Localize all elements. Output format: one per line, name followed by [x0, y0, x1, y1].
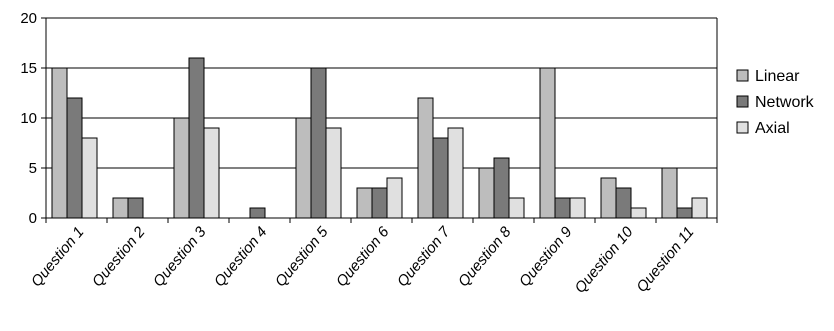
y-tick-label: 5 [29, 160, 37, 177]
y-tick-label: 15 [20, 60, 37, 77]
bar-axial-10 [630, 207, 647, 219]
bar-network-11 [676, 207, 693, 219]
y-tick-label: 10 [20, 110, 37, 127]
bar-network-9 [554, 197, 571, 219]
bar-network-7 [432, 137, 449, 219]
bar-network-4 [249, 207, 266, 219]
legend-swatch-linear [736, 69, 749, 82]
bar-linear-1 [51, 67, 68, 219]
gridlines [46, 17, 717, 169]
bar-axial-11 [691, 197, 708, 219]
legend-label-network: Network [755, 94, 815, 111]
bar-linear-2 [112, 197, 129, 219]
bar-axial-8 [508, 197, 525, 219]
bar-network-10 [615, 187, 632, 219]
bar-linear-9 [539, 67, 556, 219]
bar-linear-7 [417, 97, 434, 219]
bar-network-5 [310, 67, 327, 219]
x-tick-label: Question 9 [516, 223, 576, 290]
x-tick-label: Question 3 [150, 223, 210, 290]
bar-network-8 [493, 157, 510, 219]
x-tick-label: Question 11 [633, 224, 697, 296]
bar-network-6 [371, 187, 388, 219]
x-tick-label: Question 7 [394, 223, 454, 290]
bar-linear-5 [295, 117, 312, 219]
y-tick-label: 0 [29, 210, 37, 227]
bar-axial-7 [447, 127, 464, 219]
bar-linear-10 [600, 177, 617, 219]
bar-axial-3 [203, 127, 220, 219]
bar-axial-6 [386, 177, 403, 219]
bar-axial-5 [325, 127, 342, 219]
y-tick-label: 20 [20, 10, 37, 27]
x-tick-label: Question 6 [333, 223, 393, 290]
legend-swatch-axial [736, 121, 749, 134]
bar-linear-3 [173, 117, 190, 219]
x-tick-label: Question 1 [28, 224, 88, 291]
bar-axial-1 [81, 137, 98, 219]
bar-axial-9 [569, 197, 586, 219]
legend-swatch-network [736, 95, 749, 108]
x-tick-label: Question 10 [572, 223, 637, 296]
bar-linear-8 [478, 167, 495, 219]
legend-label-linear: Linear [755, 68, 800, 85]
bar-linear-6 [356, 187, 373, 219]
bar-network-2 [127, 197, 144, 219]
bar-network-1 [66, 97, 83, 219]
bar-network-3 [188, 57, 205, 219]
bar-linear-11 [661, 167, 678, 219]
x-tick-label: Question 2 [89, 223, 149, 290]
legend-label-axial: Axial [755, 120, 790, 137]
x-tick-label: Question 8 [455, 223, 515, 290]
x-tick-label: Question 4 [211, 224, 271, 291]
legend: Linear Network Axial [736, 68, 815, 137]
bars [51, 57, 708, 219]
x-tick-label: Question 5 [272, 223, 332, 290]
